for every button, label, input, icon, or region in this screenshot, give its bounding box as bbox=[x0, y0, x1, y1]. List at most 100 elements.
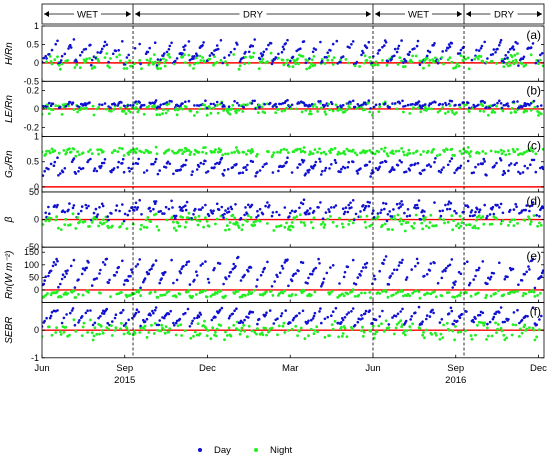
day-point bbox=[95, 277, 99, 280]
day-point bbox=[328, 167, 331, 170]
day-point bbox=[503, 277, 507, 281]
day-point bbox=[378, 269, 382, 273]
night-point bbox=[447, 291, 451, 294]
night-point bbox=[59, 228, 63, 232]
night-point bbox=[81, 325, 85, 329]
night-point bbox=[80, 334, 84, 337]
night-point bbox=[533, 295, 537, 298]
night-point bbox=[502, 65, 506, 68]
day-point bbox=[365, 46, 369, 50]
night-point bbox=[97, 224, 100, 228]
day-point bbox=[207, 214, 211, 218]
night-point bbox=[254, 220, 257, 223]
night-point bbox=[532, 214, 536, 218]
night-point bbox=[424, 328, 428, 332]
night-point bbox=[432, 147, 435, 151]
night-point bbox=[176, 108, 180, 112]
night-point bbox=[434, 333, 438, 337]
night-point bbox=[537, 62, 540, 66]
day-point bbox=[107, 105, 110, 108]
night-point bbox=[295, 215, 299, 219]
day-point bbox=[122, 170, 126, 174]
night-point bbox=[68, 147, 71, 151]
night-point bbox=[195, 110, 199, 114]
day-point bbox=[84, 47, 88, 51]
night-point bbox=[282, 147, 286, 151]
night-point bbox=[146, 216, 150, 219]
night-point bbox=[142, 112, 146, 116]
day-point bbox=[184, 204, 187, 207]
night-point bbox=[505, 336, 508, 340]
night-point bbox=[140, 67, 143, 71]
night-point bbox=[448, 56, 452, 59]
day-point bbox=[102, 312, 106, 315]
night-point bbox=[331, 109, 335, 113]
day-point bbox=[202, 41, 205, 44]
night-point bbox=[160, 323, 164, 327]
day-point bbox=[502, 61, 506, 64]
night-point bbox=[345, 147, 349, 151]
day-point bbox=[194, 207, 197, 211]
day-point bbox=[170, 199, 173, 203]
day-point bbox=[134, 265, 138, 268]
day-point bbox=[80, 205, 84, 208]
night-point bbox=[87, 291, 90, 294]
night-point bbox=[331, 63, 335, 66]
day-point bbox=[283, 261, 287, 264]
day-point bbox=[227, 105, 231, 108]
night-point bbox=[427, 64, 431, 67]
day-point bbox=[477, 49, 481, 52]
day-point bbox=[186, 307, 190, 311]
day-point bbox=[102, 44, 106, 48]
day-point bbox=[275, 105, 278, 109]
night-point bbox=[541, 64, 544, 68]
night-point bbox=[215, 291, 219, 295]
day-point bbox=[80, 272, 84, 276]
day-point bbox=[79, 209, 83, 213]
night-point bbox=[174, 229, 178, 232]
day-point bbox=[417, 199, 421, 202]
day-point bbox=[474, 165, 477, 169]
day-point bbox=[43, 279, 46, 282]
day-point bbox=[68, 202, 71, 205]
day-point bbox=[70, 309, 74, 312]
day-point bbox=[335, 39, 339, 43]
day-point bbox=[155, 323, 159, 327]
night-point bbox=[162, 61, 166, 65]
day-point bbox=[135, 208, 139, 211]
day-point bbox=[365, 163, 369, 167]
night-point bbox=[382, 329, 386, 333]
day-point bbox=[227, 316, 231, 320]
night-point bbox=[418, 296, 422, 300]
night-point bbox=[176, 324, 180, 328]
night-point bbox=[228, 221, 232, 224]
night-point bbox=[125, 326, 129, 330]
day-point bbox=[351, 99, 355, 103]
day-point bbox=[130, 167, 133, 171]
day-point bbox=[477, 268, 480, 272]
day-point bbox=[47, 205, 50, 209]
night-point bbox=[408, 325, 412, 328]
night-point bbox=[419, 110, 423, 114]
night-point bbox=[255, 332, 258, 336]
day-point bbox=[148, 268, 151, 272]
night-point bbox=[276, 333, 279, 337]
night-point bbox=[313, 329, 317, 332]
day-point bbox=[299, 47, 302, 50]
day-point bbox=[60, 277, 64, 281]
night-point bbox=[524, 292, 528, 296]
night-point bbox=[491, 108, 495, 112]
night-point bbox=[434, 56, 437, 60]
day-point bbox=[44, 275, 47, 279]
y-tick-label: 0 bbox=[34, 325, 39, 335]
day-point bbox=[161, 212, 164, 215]
season-label-bg bbox=[239, 8, 267, 20]
day-point bbox=[245, 168, 248, 172]
day-point bbox=[137, 157, 140, 161]
day-point bbox=[132, 103, 135, 107]
night-point bbox=[278, 151, 282, 154]
night-point bbox=[109, 57, 112, 60]
night-point bbox=[229, 334, 233, 338]
night-point bbox=[430, 333, 434, 336]
night-point bbox=[538, 291, 542, 295]
